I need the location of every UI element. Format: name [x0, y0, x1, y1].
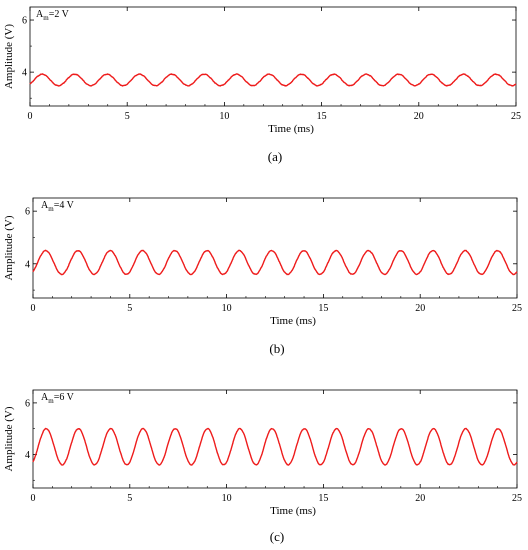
- y-tick-label: 4: [25, 450, 30, 461]
- x-tick-label: 25: [511, 111, 521, 122]
- x-tick-label: 15: [318, 303, 328, 314]
- figure-panels: 0 5 10 15 20 25 4 6 Time (ms) Amplitude (V) Am=2 V…: [3, 6, 522, 544]
- y-tick-label: 6: [22, 16, 27, 27]
- amplitude-annotation: Am=6 V: [41, 392, 75, 405]
- plot-frame: [29, 6, 517, 107]
- x-axis-title: Time (ms): [268, 123, 314, 135]
- x-axis-title: Time (ms): [270, 315, 316, 327]
- plot-frame: [32, 197, 518, 299]
- x-tick-label: 0: [28, 111, 33, 122]
- x-tick-label: 0: [31, 493, 36, 504]
- y-axis-title: Amplitude (V): [3, 406, 15, 471]
- x-tick-label: 20: [415, 303, 425, 314]
- plot-frame: [32, 389, 518, 489]
- y-tick-label: 4: [22, 68, 27, 79]
- x-tick-label: 5: [125, 111, 130, 122]
- x-tick-label: 25: [512, 303, 522, 314]
- x-tick-label: 20: [415, 493, 425, 504]
- signal-trace: [32, 427, 518, 466]
- signal-trace: [29, 73, 517, 87]
- chart-panel-b: 0 5 10 15 20 25 4 6 Time (ms) Amplitude (V) Am=4 V…: [3, 197, 522, 356]
- x-tick-label: 25: [512, 493, 522, 504]
- x-tick-label: 0: [31, 303, 36, 314]
- y-axis-title: Amplitude (V): [3, 24, 15, 89]
- panel-caption: (a): [268, 149, 282, 164]
- x-tick-label: 5: [127, 493, 132, 504]
- x-tick-label: 10: [222, 303, 232, 314]
- x-tick-label: 15: [318, 493, 328, 504]
- x-tick-label: 5: [127, 303, 132, 314]
- x-tick-label: 10: [219, 111, 229, 122]
- y-tick-label: 6: [25, 207, 30, 218]
- y-axis-title: Amplitude (V): [3, 215, 15, 280]
- x-tick-label: 10: [222, 493, 232, 504]
- signal-trace: [32, 249, 518, 276]
- x-axis-title: Time (ms): [270, 505, 316, 517]
- amplitude-annotation: Am=4 V: [41, 200, 75, 213]
- panel-caption: (c): [270, 529, 284, 544]
- y-tick-label: 4: [25, 259, 30, 270]
- x-tick-label: 20: [414, 111, 424, 122]
- chart-panel-a: 0 5 10 15 20 25 4 6 Time (ms) Amplitude (V) Am=2 V…: [3, 6, 521, 164]
- y-tick-label: 6: [25, 398, 30, 409]
- x-tick-label: 15: [317, 111, 327, 122]
- amplitude-annotation: Am=2 V: [36, 9, 70, 22]
- chart-panel-c: 0 5 10 15 20 25 4 6 Time (ms) Amplitude (V) Am=6 V…: [3, 389, 522, 544]
- panel-caption: (b): [269, 341, 284, 356]
